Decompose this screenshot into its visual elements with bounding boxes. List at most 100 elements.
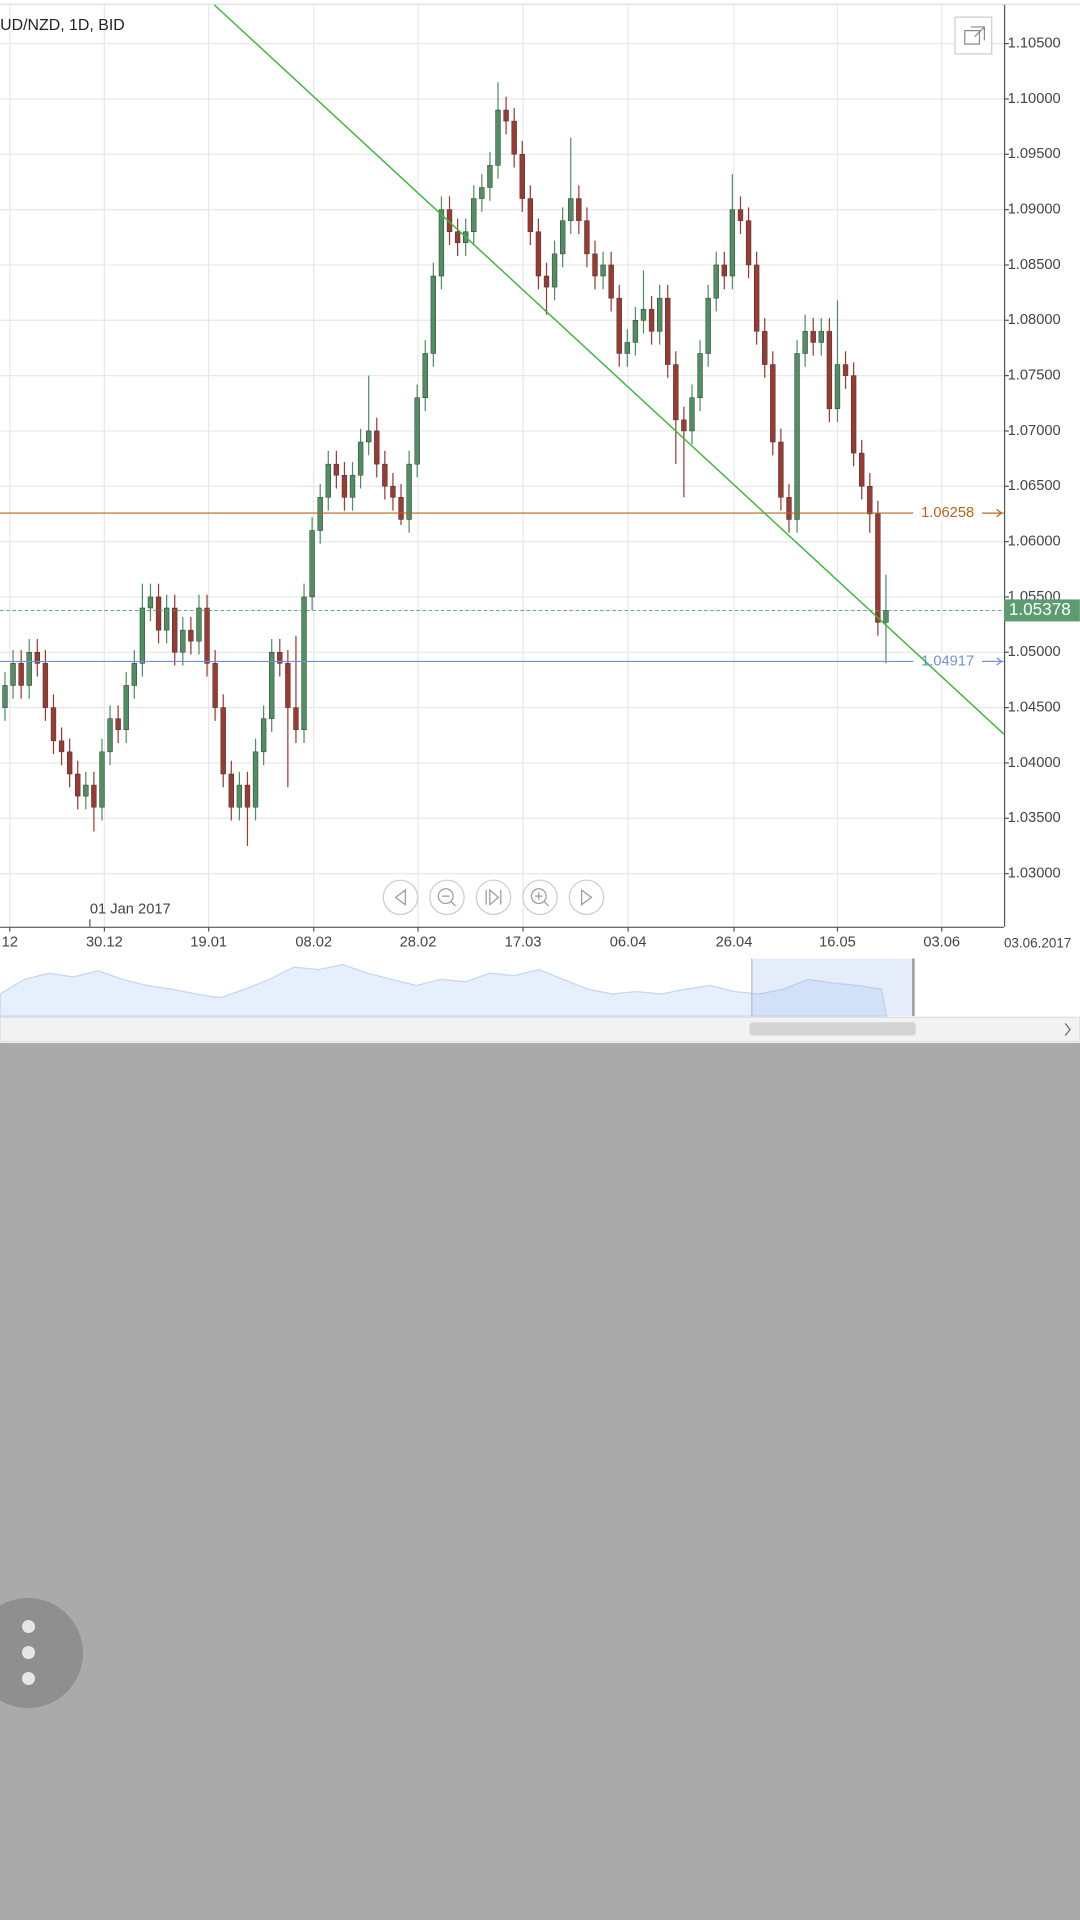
- candle-body: [559, 220, 566, 255]
- candle-body: [850, 375, 857, 454]
- candle-body: [204, 607, 210, 664]
- candle-body: [794, 353, 800, 520]
- y-tick-label: 1.04500: [1008, 699, 1061, 715]
- candle-body: [2, 685, 8, 708]
- candle-body: [34, 652, 40, 664]
- candle-body: [406, 463, 412, 520]
- candle-body: [212, 663, 218, 708]
- zoom-in-button[interactable]: [522, 879, 558, 916]
- scroll-right[interactable]: [1064, 1023, 1071, 1037]
- popout-button[interactable]: [954, 16, 993, 55]
- x-tick-label: 16.05: [819, 934, 856, 950]
- candle-body: [713, 264, 719, 299]
- menu-button[interactable]: [0, 1598, 83, 1708]
- candle-body: [640, 308, 647, 321]
- price-level-label-bg: [913, 504, 982, 522]
- candle-body: [535, 231, 542, 277]
- candle-body: [665, 297, 671, 365]
- reset-button[interactable]: [475, 879, 512, 916]
- candle-body: [172, 607, 178, 653]
- candle-body: [99, 751, 105, 808]
- candle-body: [867, 486, 873, 515]
- candle-body: [366, 430, 372, 443]
- candle-body: [511, 120, 517, 155]
- candle-body: [568, 198, 574, 221]
- empty-area: [0, 1043, 1080, 1920]
- candle-body: [115, 718, 121, 730]
- candle-body: [778, 441, 784, 498]
- y-tick-label: 1.08500: [1008, 257, 1061, 273]
- candle-body: [374, 430, 380, 465]
- scroll-right-button[interactable]: [568, 879, 605, 916]
- navigator: [0, 957, 1080, 1043]
- x-tick-label: 19.01: [190, 934, 227, 950]
- candle-body: [648, 308, 655, 332]
- candle-body: [834, 364, 841, 410]
- y-tick-label: 1.03000: [1008, 865, 1061, 881]
- price-level-label: 1.06258: [921, 505, 974, 521]
- y-tick-label: 1.06500: [1008, 478, 1061, 494]
- candle-body: [220, 707, 226, 775]
- y-tick-label: 1.07500: [1008, 367, 1061, 383]
- scroll-left-button[interactable]: [382, 879, 419, 916]
- candle-body: [252, 751, 259, 808]
- candle-body: [737, 209, 744, 221]
- cursor-date: 03.06.2017: [1004, 935, 1071, 950]
- candle-body: [236, 784, 243, 808]
- candle-body: [333, 463, 340, 476]
- candle-body: [285, 663, 291, 708]
- candle-body: [721, 264, 727, 277]
- candle-body: [422, 353, 428, 398]
- candle-body: [42, 663, 49, 708]
- candle-body: [131, 663, 137, 686]
- candle-body: [818, 331, 824, 343]
- candle-body: [770, 364, 776, 443]
- candle-body: [228, 773, 234, 808]
- candle-body: [10, 663, 16, 686]
- chart-title: UD/NZD, 1D, BID: [0, 17, 125, 34]
- candle-body: [551, 253, 558, 288]
- candle-body: [479, 187, 485, 199]
- last-price-box: [1003, 599, 1080, 622]
- background: [0, 3, 1080, 1043]
- candle-body: [382, 463, 388, 487]
- price-level-arrow: [983, 508, 1003, 518]
- x-tick-label: 08.02: [295, 934, 332, 950]
- candle-body: [398, 497, 404, 520]
- candle-body: [842, 364, 849, 376]
- candle-body: [624, 342, 630, 354]
- candle-body: [697, 353, 703, 398]
- candle-body: [180, 629, 186, 653]
- candle-body: [503, 109, 509, 122]
- x-tick-label: 30.12: [86, 934, 123, 950]
- year-marker-label: 01 Jan 2017: [90, 901, 171, 917]
- price-level-label: 1.04917: [921, 653, 974, 669]
- candle-body: [293, 707, 299, 730]
- candle-body: [859, 452, 865, 487]
- candle-body: [163, 607, 170, 631]
- candle-body: [309, 530, 315, 598]
- x-tick-label: 03.06: [923, 934, 960, 950]
- candle-body: [762, 331, 768, 365]
- candle-body: [317, 497, 323, 531]
- candle-body: [673, 364, 679, 421]
- candle-body: [66, 751, 73, 775]
- candle-body: [519, 154, 525, 199]
- y-tick-label: 1.10000: [1008, 91, 1061, 107]
- y-tick-label: 1.06000: [1008, 533, 1061, 549]
- candle-body: [592, 253, 598, 277]
- candle-body: [786, 497, 792, 520]
- y-tick-label: 1.09000: [1008, 201, 1061, 217]
- candle-body: [414, 397, 420, 465]
- candle-body: [244, 784, 251, 808]
- candle-body: [616, 297, 622, 354]
- candle-body: [745, 220, 752, 266]
- x-tick-label: 06.04: [610, 934, 647, 950]
- candle-body: [269, 652, 275, 719]
- scrollbar-thumb[interactable]: [749, 1022, 916, 1036]
- candle-body: [75, 773, 81, 797]
- candle-body: [454, 231, 461, 244]
- candle-body: [390, 486, 396, 498]
- zoom-out-button[interactable]: [429, 879, 465, 916]
- x-tick-label: 17.03: [505, 934, 542, 950]
